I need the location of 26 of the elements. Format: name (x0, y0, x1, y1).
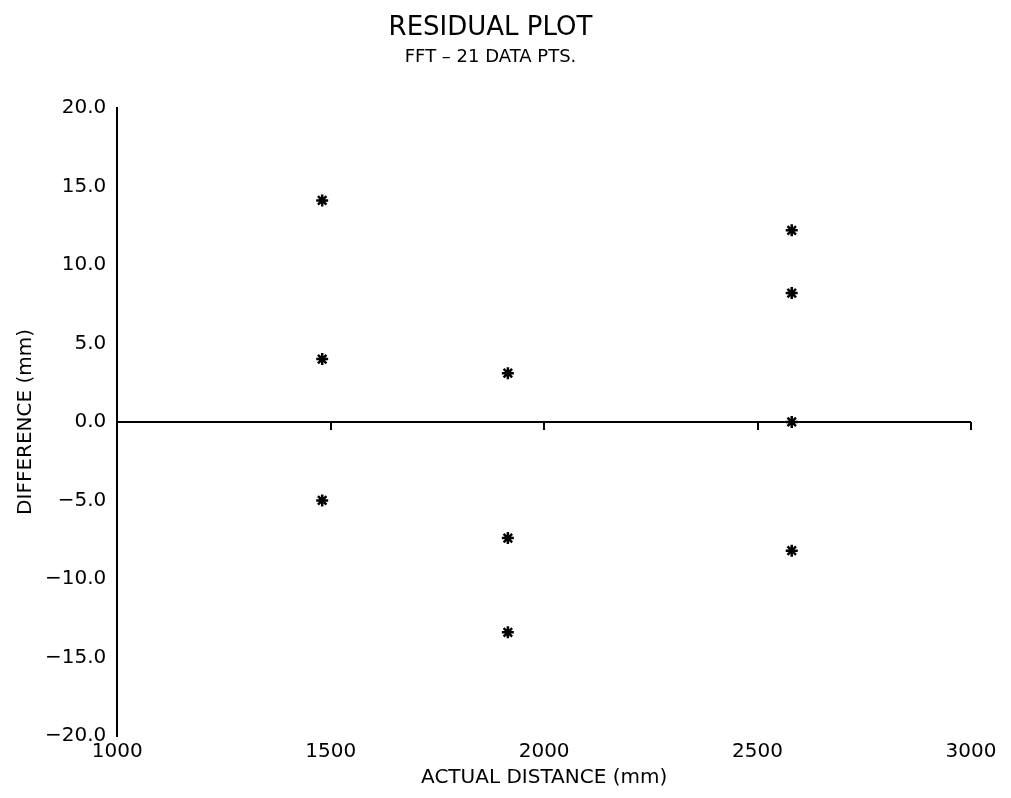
y-tick-label: 15.0 (61, 172, 107, 197)
point (784, 285, 799, 301)
y-tick-label: 20.0 (61, 94, 107, 118)
point (314, 351, 330, 367)
point (314, 493, 330, 508)
point (784, 223, 799, 238)
point (500, 365, 516, 381)
y-tick-label: 10.0 (61, 251, 107, 276)
point (784, 414, 799, 430)
x-tick-label: 2500 (732, 738, 784, 763)
point (314, 193, 330, 208)
point (500, 625, 516, 640)
x-tick-label: 3000 (945, 738, 997, 763)
x-tick-label: 1500 (305, 738, 357, 763)
y-tick-label: −5.0 (57, 486, 107, 511)
chart-title: RESIDUAL PLOT (388, 11, 593, 42)
y-tick-label: −10.0 (44, 565, 107, 590)
point (500, 530, 516, 546)
chart-subtitle: FFT – 21 DATA PTS. (404, 44, 577, 66)
y-tick-label: 5.0 (74, 329, 107, 354)
y-axis-title: DIFFERENCE (mm) (12, 328, 37, 515)
x-axis-title: ACTUAL DISTANCE (mm) (421, 764, 668, 789)
point (784, 543, 799, 558)
y-tick-label: −15.0 (44, 643, 107, 668)
x-tick-label: 2000 (518, 738, 570, 763)
y-tick-label: 0.0 (74, 408, 107, 433)
